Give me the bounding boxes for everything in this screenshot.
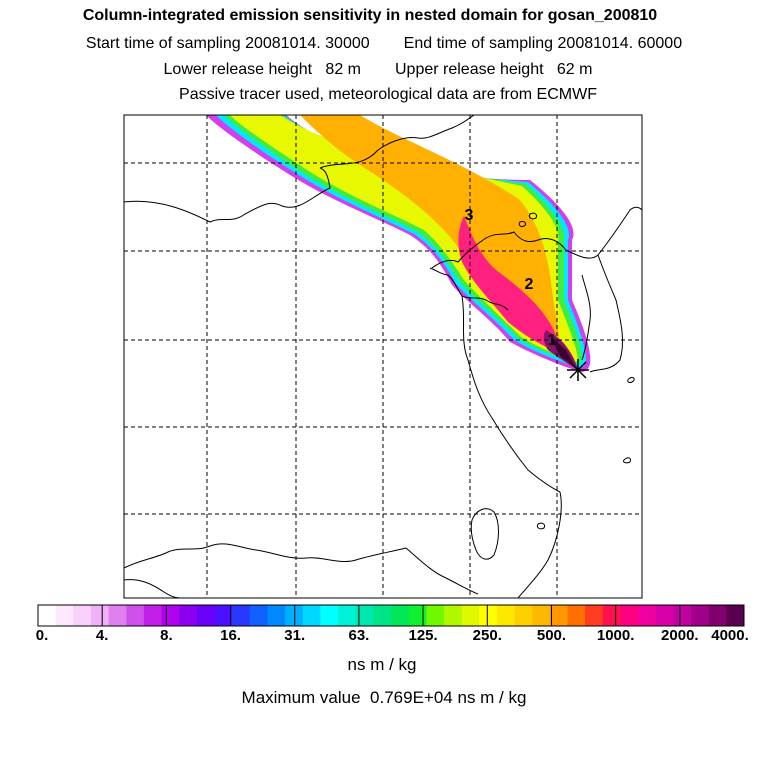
colorbar-tick-label: 1000. (596, 627, 635, 644)
colorbar-tick-label: 31. (284, 627, 306, 644)
colorbar-tick-label: 63. (348, 627, 370, 644)
release-heights: Lower release height 82 m Upper release h… (0, 61, 762, 79)
start-time-value: 20081014. 30000 (245, 35, 370, 52)
coastlines (124, 115, 642, 598)
plume-marker-2: 2 (525, 276, 534, 293)
colorbar-unit: ns m / kg (347, 655, 417, 674)
map-frame (123, 114, 643, 599)
plume-core-magenta (458, 216, 560, 352)
plume-marker-3: 3 (465, 207, 474, 224)
max-value-label: Maximum value (241, 688, 361, 707)
plume-core-darkest (550, 336, 576, 368)
colorbar-tick-label: 125. (408, 627, 438, 644)
lower-height-label: Lower release height (163, 61, 313, 78)
colorbar-tick-label: 4000. (711, 627, 749, 644)
asterisk-icon (567, 359, 589, 381)
colorbar-tick-label: 16. (220, 627, 241, 644)
lat-lon-grid (124, 115, 642, 598)
colorbar-tick-label: 250. (472, 627, 502, 644)
max-value-line: Maximum value 0.769E+04 ns m / kg (0, 688, 768, 708)
colorbar-tick-label: 500. (536, 627, 567, 644)
tracer-line: Passive tracer used, meteorological data… (179, 86, 597, 103)
plume-marker-1: 1 (548, 332, 557, 349)
end-time-value: 20081014. 60000 (557, 35, 683, 52)
lower-height-value: 82 m (325, 61, 361, 78)
end-time-label: End time of sampling (403, 35, 554, 52)
max-value-unit: ns m / kg (457, 688, 527, 707)
colorbar-tick-label: 0. (35, 627, 49, 644)
colorbar-tick-label: 8. (160, 627, 173, 644)
start-time-label: Start time of sampling (85, 35, 241, 52)
upper-height-value: 62 m (556, 61, 593, 78)
upper-height-label: Upper release height (395, 61, 544, 78)
sampling-times: Start time of sampling 20081014. 30000 En… (0, 35, 768, 53)
max-value: 0.769E+04 (370, 688, 453, 707)
chart-title: Column-integrated emission sensitivity i… (82, 7, 658, 24)
colorbar-tick-label: 2000. (661, 627, 699, 644)
colorbar-tick-label: 4. (95, 627, 109, 644)
